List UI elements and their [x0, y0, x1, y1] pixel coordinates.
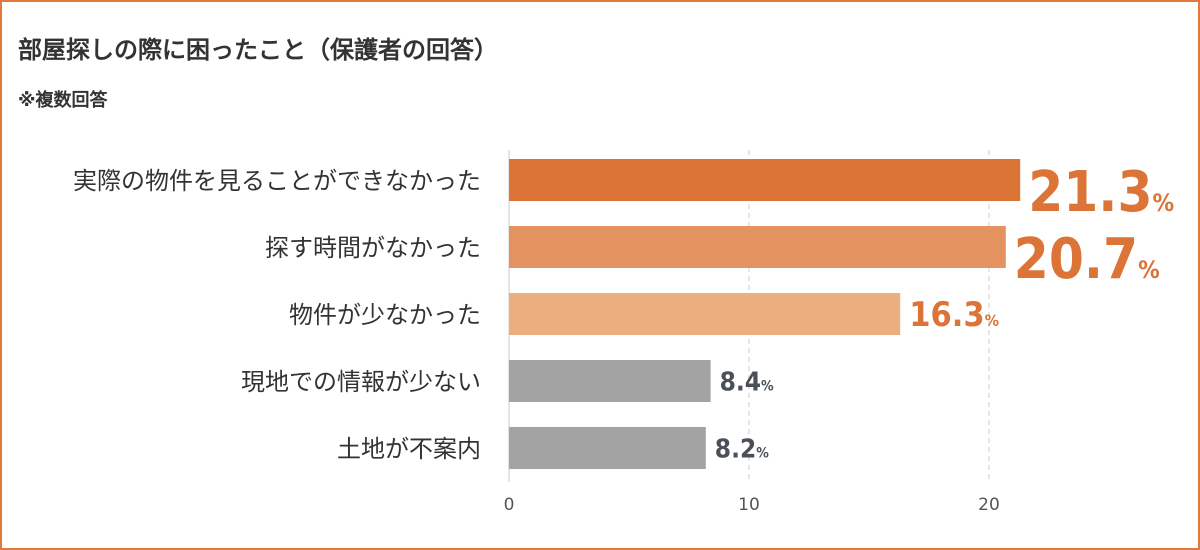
category-label-2: 探す時間がなかった	[265, 234, 481, 262]
x-tick-label-10: 10	[738, 495, 760, 515]
value-label-2: 20.7%	[1014, 227, 1160, 292]
category-label-3: 物件が少なかった	[289, 301, 481, 329]
value-unit-3: %	[985, 311, 999, 330]
chart-title: 部屋探しの際に困ったこと（保護者の回答）	[18, 36, 498, 64]
category-label-1: 実際の物件を見ることができなかった	[73, 167, 481, 195]
value-number-1: 21.3	[1028, 160, 1152, 225]
bar-2	[509, 226, 1006, 268]
bar-5	[509, 427, 706, 469]
value-number-3: 16.3	[909, 295, 984, 335]
value-label-4: 8.4%	[720, 367, 774, 397]
value-number-4: 8.4	[720, 367, 761, 397]
chart-note: ※複数回答	[18, 90, 108, 111]
value-number-2: 20.7	[1014, 227, 1138, 292]
value-label-3: 16.3%	[909, 295, 999, 335]
x-tick-label-0: 0	[504, 495, 515, 515]
value-unit-2: %	[1138, 256, 1160, 284]
value-label-1: 21.3%	[1028, 160, 1174, 225]
bar-1	[509, 159, 1021, 201]
value-number-5: 8.2	[715, 434, 756, 464]
value-unit-5: %	[756, 445, 769, 461]
value-unit-4: %	[761, 378, 774, 394]
x-tick-label-20: 20	[978, 495, 1000, 515]
value-unit-1: %	[1153, 189, 1175, 217]
bar-4	[509, 360, 711, 402]
value-label-5: 8.2%	[715, 434, 769, 464]
category-label-5: 土地が不案内	[337, 435, 481, 463]
bar-3	[509, 293, 901, 335]
category-label-4: 現地での情報が少ない	[241, 368, 481, 396]
